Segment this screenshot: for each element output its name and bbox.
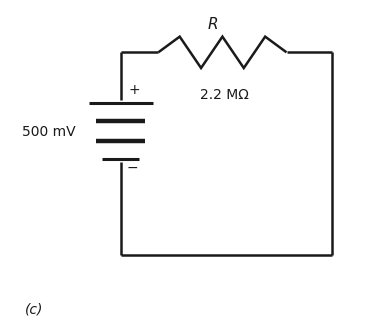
Text: −: −: [127, 161, 138, 174]
Text: (c): (c): [25, 302, 43, 316]
Text: 2.2 MΩ: 2.2 MΩ: [200, 88, 249, 102]
Text: R: R: [208, 17, 218, 32]
Text: +: +: [128, 83, 139, 97]
Text: 500 mV: 500 mV: [22, 126, 76, 139]
